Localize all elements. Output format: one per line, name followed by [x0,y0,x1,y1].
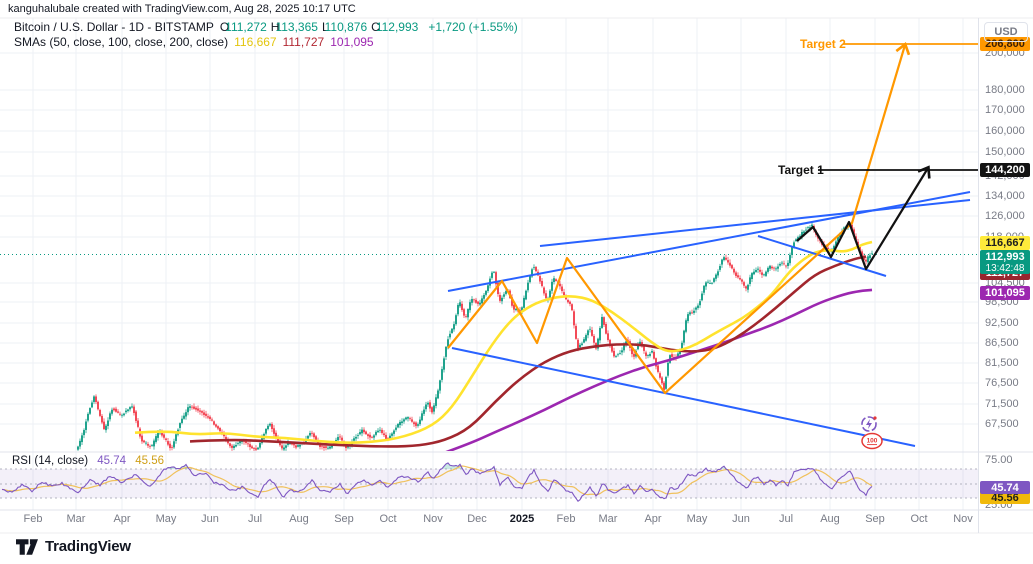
sma-values: 116,667 111,727 101,095 [234,35,380,49]
time-tick-label: 2025 [509,513,535,525]
price-tick-label: 75.00 [985,454,1013,466]
target-1-label[interactable]: Target 1 [778,163,824,177]
time-tick-label: Sep [334,513,354,525]
sma-legend-title[interactable]: SMAs (50, close, 100, close, 200, close) [14,35,229,49]
time-tick-label: Nov [953,513,973,525]
svg-text:100: 100 [867,438,878,445]
declining-support [451,347,916,447]
price-tick-label: 86,500 [985,337,1019,349]
axis-price-flag: 45.56 [980,491,1030,504]
tradingview-logo-text: TradingView [45,538,131,555]
time-tick-label: Oct [379,513,397,525]
tradingview-logo-icon [16,538,38,555]
hundred-points-sticker: 100 [861,432,883,450]
time-tick-label: Apr [113,513,131,525]
time-tick-label: Jun [201,513,219,525]
rising-resistance-2 [539,199,971,247]
ohlc-key: L [321,20,329,34]
ohlc-key: H [270,20,280,34]
tradingview-logo[interactable]: TradingView [16,538,131,555]
time-tick-label: Sep [865,513,885,525]
price-tick-label: 150,000 [985,146,1025,158]
rsi-pane [1,462,873,502]
time-tick-label: May [686,513,708,525]
rsi-legend: RSI (14, close) 45.74 45.56 [12,455,164,467]
ohlc-value: 111,272 [225,20,267,34]
rising-channel-top [447,191,971,292]
time-tick-label: Mar [66,513,86,525]
time-tick-label: Feb [23,513,43,525]
target-2-label[interactable]: Target 2 [800,37,846,51]
price-tick-label: 71,500 [985,398,1019,410]
time-tick-label: Oct [910,513,928,525]
sma-value: 116,667 [234,35,277,49]
zap-sticker [861,416,877,432]
price-tick-label: 180,000 [985,84,1025,96]
price-tick-label: 170,000 [985,104,1025,116]
axis-price-flag: 45.74 [980,481,1030,494]
time-tick-label: Nov [423,513,443,525]
time-tick-label: Feb [556,513,576,525]
sma-value: 101,095 [330,35,374,49]
ohlc-value: 112,993 [375,20,419,34]
axis-price-flag: 144,200 [980,163,1030,177]
ohlc-value: 110,876 [324,20,368,34]
price-tick-label: 134,000 [985,190,1025,202]
rsi-value: 45.74 [97,455,127,467]
price-tick-label: 126,000 [985,210,1025,222]
ohlc-key: O [219,20,230,34]
ohlc-key: C [371,20,380,34]
symbol-legend: Bitcoin / U.S. Dollar - 1D - BITSTAMP O1… [14,20,518,50]
black-wave-projection [796,165,931,271]
time-tick-label: Apr [644,513,662,525]
ohlc-value: 113,365 [275,20,318,34]
axis-price-flag: 116,667 [980,236,1030,250]
rsi-title[interactable]: RSI (14, close) [12,455,89,467]
ohlc-values: O111,272 H113,365 L110,876 C112,993 [220,20,422,34]
sma-value: 111,727 [282,35,325,49]
rsi-ma-value: 45.56 [135,455,165,467]
symbol-title[interactable]: Bitcoin / U.S. Dollar - 1D - BITSTAMP [14,20,214,34]
pennant-support [757,235,887,277]
price-tick-label: 160,000 [985,125,1025,137]
axis-price-flag: 112,993 13:42:48 [980,250,1030,274]
axis-price-flag: 101,095 [980,286,1030,300]
attribution-text: kanguhalubale created with TradingView.c… [8,3,356,15]
time-tick-label: Jul [247,513,263,525]
orange-wave-projection [447,42,911,395]
time-tick-label: Jul [778,513,794,525]
time-tick-label: Mar [598,513,618,525]
price-tick-label: 81,500 [985,357,1019,369]
time-tick-label: Aug [289,513,309,525]
time-tick-label: May [155,513,177,525]
time-tick-label: Dec [467,513,487,525]
time-tick-label: Jun [732,513,750,525]
price-tick-label: 76,500 [985,377,1019,389]
currency-toggle[interactable]: USD [984,22,1028,42]
change-value: +1,720 (+1.55%) [428,20,518,34]
price-tick-label: 67,500 [985,418,1019,430]
price-tick-label: 92,500 [985,317,1019,329]
time-tick-label: Aug [820,513,840,525]
candles [77,221,873,451]
